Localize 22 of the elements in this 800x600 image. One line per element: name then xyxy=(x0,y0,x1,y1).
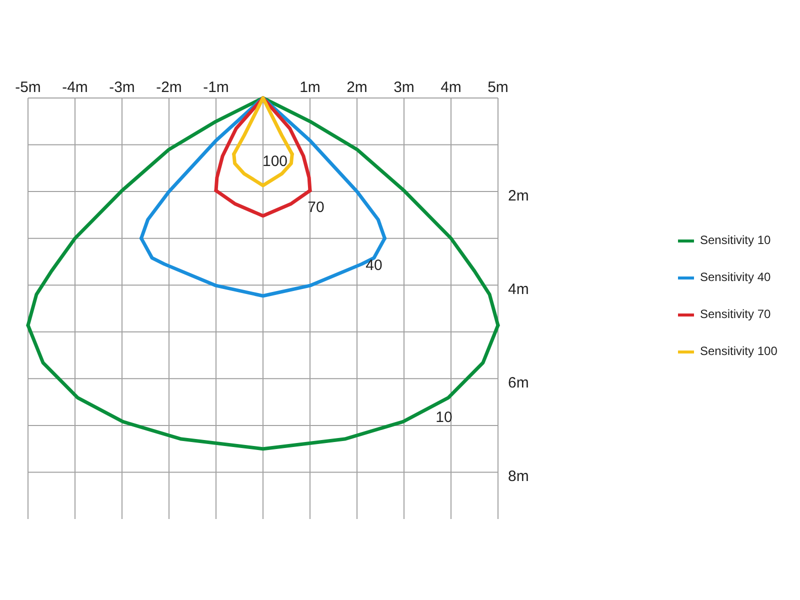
legend-label: Sensitivity 100 xyxy=(700,344,778,358)
annotation: 10 xyxy=(436,408,452,426)
x-tick-label: -1m xyxy=(203,79,229,96)
x-tick-label: 2m xyxy=(346,79,368,96)
y-tick-label: 8m xyxy=(508,468,529,486)
x-tick-label: 4m xyxy=(440,79,462,96)
legend-label: Sensitivity 10 xyxy=(700,233,772,248)
x-tick-label: 1m xyxy=(300,79,320,96)
x-tick-label: 5m xyxy=(488,79,508,96)
y-tick-label: 4m xyxy=(508,281,529,298)
x-tick-label: -4m xyxy=(62,79,88,96)
legend-label: Sensitivity 70 xyxy=(700,307,772,322)
y-tick-label: 6m xyxy=(508,374,529,392)
annotation: 100 xyxy=(262,152,288,170)
x-tick-label: -5m xyxy=(15,79,41,96)
annotation: 40 xyxy=(366,256,382,274)
y-tick-label: 2m xyxy=(508,188,529,205)
x-tick-label: -3m xyxy=(109,79,135,96)
annotation: 70 xyxy=(308,198,324,216)
x-tick-label: -2m xyxy=(156,79,182,96)
legend-label: Sensitivity 40 xyxy=(700,270,772,284)
x-tick-label: 3m xyxy=(394,79,414,96)
